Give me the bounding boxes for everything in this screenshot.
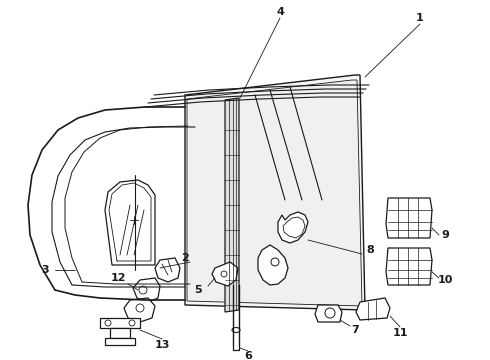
Polygon shape (105, 338, 135, 345)
Text: 5: 5 (194, 285, 202, 295)
Polygon shape (278, 212, 308, 243)
Text: 3: 3 (41, 265, 49, 275)
Polygon shape (185, 75, 365, 310)
Polygon shape (187, 80, 362, 306)
Text: 9: 9 (441, 230, 449, 240)
Text: 13: 13 (154, 340, 170, 350)
Polygon shape (356, 298, 390, 320)
Polygon shape (105, 180, 155, 265)
Text: 10: 10 (437, 275, 453, 285)
Polygon shape (315, 305, 342, 322)
Polygon shape (100, 318, 140, 328)
Polygon shape (258, 245, 288, 285)
Polygon shape (110, 328, 130, 338)
Polygon shape (133, 278, 160, 302)
Polygon shape (225, 98, 239, 312)
Polygon shape (155, 258, 180, 282)
Text: 11: 11 (392, 328, 408, 338)
Text: 7: 7 (351, 325, 359, 335)
Text: 8: 8 (366, 245, 374, 255)
Text: 2: 2 (181, 253, 189, 263)
Text: 12: 12 (110, 273, 126, 283)
Text: 4: 4 (276, 7, 284, 17)
Polygon shape (124, 298, 155, 322)
Polygon shape (386, 198, 432, 238)
Text: 6: 6 (244, 351, 252, 360)
Polygon shape (212, 262, 238, 286)
Text: 1: 1 (416, 13, 424, 23)
Polygon shape (386, 248, 432, 285)
Polygon shape (283, 217, 305, 238)
